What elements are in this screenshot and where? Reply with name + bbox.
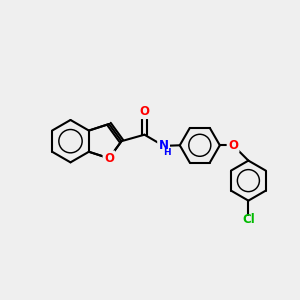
Text: N: N: [159, 140, 169, 152]
Text: O: O: [228, 139, 238, 152]
Text: H: H: [163, 148, 171, 157]
Text: O: O: [104, 152, 114, 165]
Text: O: O: [140, 105, 149, 118]
Text: Cl: Cl: [242, 213, 255, 226]
